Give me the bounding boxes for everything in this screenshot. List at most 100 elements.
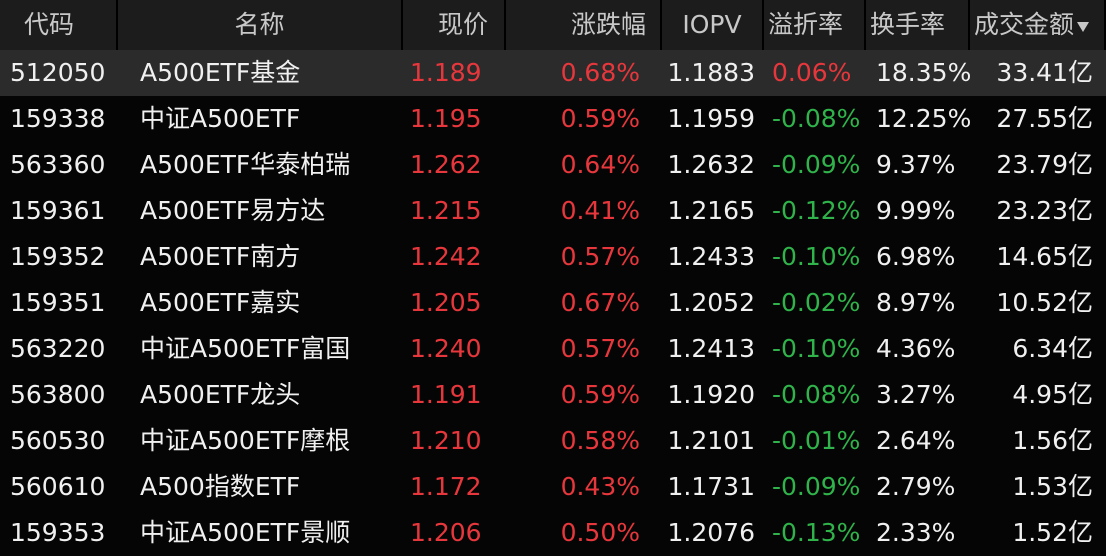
cell: 23.79亿 xyxy=(996,150,1093,179)
cell: 560610 xyxy=(10,472,106,501)
cell: 1.2101 xyxy=(667,426,755,455)
cell: 2.33% xyxy=(876,518,956,547)
cell: 159353 xyxy=(10,518,106,547)
cell: 1.262 xyxy=(410,150,482,179)
header-text: 换手率 xyxy=(870,10,946,39)
cell: 563800 xyxy=(10,380,106,409)
sort-icon xyxy=(1077,22,1090,32)
cell: 0.59% xyxy=(560,380,640,409)
cell: 1.191 xyxy=(410,380,482,409)
cell: 1.2052 xyxy=(667,288,755,317)
cell: 1.53亿 xyxy=(1012,472,1093,501)
cell: A500ETF易方达 xyxy=(140,196,326,225)
cell: -0.12% xyxy=(772,196,861,225)
cell: 1.206 xyxy=(410,518,482,547)
cell: A500ETF华泰柏瑞 xyxy=(140,150,351,179)
cell: 1.52亿 xyxy=(1012,518,1093,547)
cell: 1.210 xyxy=(410,426,482,455)
cell: 1.242 xyxy=(410,242,482,271)
column-header[interactable]: 代码 xyxy=(0,0,118,50)
cell: 0.06% xyxy=(772,58,852,87)
cell: 12.25% xyxy=(876,104,972,133)
cell: 560530 xyxy=(10,426,106,455)
column-header[interactable]: 成交金额 xyxy=(970,0,1106,50)
column-header[interactable]: 溢折率 xyxy=(764,0,866,50)
cell: 8.97% xyxy=(876,288,956,317)
cell: 159338 xyxy=(10,104,106,133)
cell: 512050 xyxy=(10,58,106,87)
cell: 563360 xyxy=(10,150,106,179)
cell: 159352 xyxy=(10,242,106,271)
cell: 9.37% xyxy=(876,150,956,179)
cell: 0.43% xyxy=(560,472,640,501)
cell: 1.189 xyxy=(410,58,482,87)
table-row[interactable]: 560530 中证A500ETF摩根 1.210 0.58% 1.2101 -0.01% 2… xyxy=(0,418,1106,464)
cell: 1.1883 xyxy=(667,58,755,87)
cell: -0.10% xyxy=(772,242,861,271)
cell: -0.10% xyxy=(772,334,861,363)
cell: 6.98% xyxy=(876,242,956,271)
cell: -0.08% xyxy=(772,380,861,409)
cell: A500ETF基金 xyxy=(140,58,301,87)
cell: -0.09% xyxy=(772,472,861,501)
cell: 中证A500ETF富国 xyxy=(140,334,351,363)
cell: 0.57% xyxy=(560,242,640,271)
cell: 4.36% xyxy=(876,334,956,363)
header-text: 现价 xyxy=(437,10,488,39)
column-header[interactable]: 现价 xyxy=(403,0,506,50)
table-row[interactable]: 159338 中证A500ETF 1.195 0.59% 1.1959 -0.08% 12.… xyxy=(0,96,1106,142)
cell: 4.95亿 xyxy=(1012,380,1093,409)
column-header[interactable]: IOPV xyxy=(662,0,764,50)
cell: 14.65亿 xyxy=(996,242,1093,271)
cell: 159361 xyxy=(10,196,106,225)
cell: 0.64% xyxy=(560,150,640,179)
cell: A500ETF嘉实 xyxy=(140,288,301,317)
cell: 23.23亿 xyxy=(996,196,1093,225)
table-row[interactable]: 159361 A500ETF易方达 1.215 0.41% 1.2165 -0.12% 9.… xyxy=(0,188,1106,234)
cell: A500指数ETF xyxy=(140,472,301,501)
header-text: 代码 xyxy=(24,10,75,39)
table-row[interactable]: 159353 中证A500ETF景顺 1.206 0.50% 1.2076 -0.13% 2… xyxy=(0,510,1106,556)
cell: -0.08% xyxy=(772,104,861,133)
cell: 1.215 xyxy=(410,196,482,225)
cell: 10.52亿 xyxy=(996,288,1093,317)
cell: 1.172 xyxy=(410,472,482,501)
cell: 563220 xyxy=(10,334,106,363)
cell: 1.2433 xyxy=(667,242,755,271)
table-row[interactable]: 560610 A500指数ETF 1.172 0.43% 1.1731 -0.09% 2.7… xyxy=(0,464,1106,510)
cell: 0.57% xyxy=(560,334,640,363)
cell: 0.59% xyxy=(560,104,640,133)
cell: A500ETF龙头 xyxy=(140,380,301,409)
table-row[interactable]: 563800 A500ETF龙头 1.191 0.59% 1.1920 -0.08% 3.2… xyxy=(0,372,1106,418)
cell: -0.01% xyxy=(772,426,861,455)
header-text: IOPV xyxy=(682,10,742,39)
column-header[interactable]: 名称 xyxy=(118,0,403,50)
cell: -0.13% xyxy=(772,518,861,547)
cell: 1.1731 xyxy=(667,472,755,501)
cell: -0.02% xyxy=(772,288,861,317)
header-text: 涨跌幅 xyxy=(570,10,646,39)
cell: A500ETF南方 xyxy=(140,242,301,271)
cell: 中证A500ETF摩根 xyxy=(140,426,351,455)
cell: 1.2076 xyxy=(667,518,755,547)
table-row[interactable]: 563220 中证A500ETF富国 1.240 0.57% 1.2413 -0.10% 4… xyxy=(0,326,1106,372)
cell: 1.1959 xyxy=(667,104,755,133)
header-text: 名称 xyxy=(234,10,285,39)
column-header[interactable]: 换手率 xyxy=(866,0,970,50)
cell: 1.2413 xyxy=(667,334,755,363)
cell: 6.34亿 xyxy=(1012,334,1093,363)
cell: 1.195 xyxy=(410,104,482,133)
cell: 中证A500ETF景顺 xyxy=(140,518,351,547)
table-row[interactable]: 159352 A500ETF南方 1.242 0.57% 1.2433 -0.10% 6.9… xyxy=(0,234,1106,280)
cell: 1.205 xyxy=(410,288,482,317)
cell: 2.79% xyxy=(876,472,956,501)
table-row[interactable]: 563360 A500ETF华泰柏瑞 1.262 0.64% 1.2632 -0.09% 9… xyxy=(0,142,1106,188)
column-header[interactable]: 涨跌幅 xyxy=(506,0,662,50)
table-row[interactable]: 512050 A500ETF基金 1.189 0.68% 1.1883 0.06% 18.3… xyxy=(0,50,1106,96)
header-text: 溢折率 xyxy=(768,10,844,39)
cell: 0.68% xyxy=(560,58,640,87)
cell: 1.56亿 xyxy=(1012,426,1093,455)
cell: 33.41亿 xyxy=(996,58,1093,87)
table-row[interactable]: 159351 A500ETF嘉实 1.205 0.67% 1.2052 -0.02% 8.9… xyxy=(0,280,1106,326)
cell: 159351 xyxy=(10,288,106,317)
